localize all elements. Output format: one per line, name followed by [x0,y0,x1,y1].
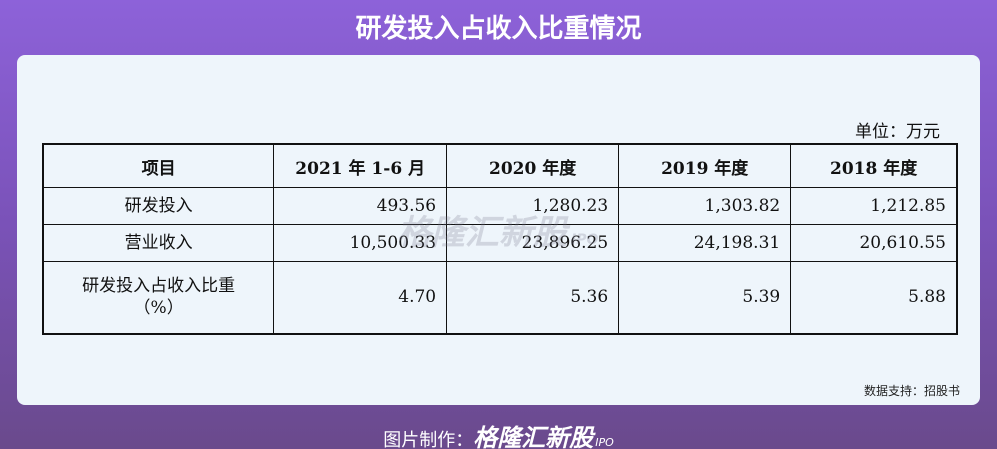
cell: 23,896.25 [446,223,620,262]
footer-tag: IPO [595,436,614,449]
card: 单位：万元 项目 2021 年 1-6 月 2020 年度 2019 年度 2018 年… [17,55,980,405]
watermark-brand: 格隆汇新股 [397,213,567,253]
cell: 5.39 [618,260,792,335]
source: 数据支持：招股书 [863,384,960,398]
watermark-tag: IPO [571,232,599,248]
column-header: 2019 年度 [618,143,792,188]
table-row: 营业收入 10,500.33 23,896.25 24,198.31 20,610.55 [42,223,958,262]
column-header: 2021 年 1-6 月 [273,143,448,188]
title: 研发投入占收入比重情况 [355,14,642,44]
cell: 20,610.55 [790,223,958,262]
table-row: 研发投入占收入比重 （%） 4.70 5.36 5.39 5.88 [42,260,958,335]
cell: 4.70 [273,260,448,335]
cell: 1,212.85 [790,187,958,225]
footer-label: 图片制作： [383,430,474,449]
watermark: 格隆汇新股 IPO [397,205,598,254]
row-label-line: （%） [133,298,184,319]
unit: 单位：万元 [855,122,940,142]
row-label-line: 营业收入 [124,232,193,253]
footer: 图片制作：格隆汇新股 IPO [0,418,997,449]
row-label: 研发投入 [42,187,275,225]
cell: 5.88 [790,260,958,335]
cell: 1,280.23 [446,187,620,225]
column-header: 2020 年度 [446,143,620,188]
cell: 1,303.82 [618,187,792,225]
row-label-line: 研发投入占收入比重 [82,276,236,297]
header-row: 项目 2021 年 1-6 月 2020 年度 2019 年度 2018 年度 [42,143,958,188]
table: 项目 2021 年 1-6 月 2020 年度 2019 年度 2018 年度 研发投入 4… [42,143,958,335]
column-header: 项目 [42,143,275,188]
row-label: 研发投入占收入比重 （%） [42,260,275,335]
footer-brand: 格隆汇新股 [473,424,594,449]
table-row: 研发投入 493.56 1,280.23 1,303.82 1,212.85 [42,187,958,225]
row-label-line: 研发投入 [124,195,193,216]
column-header: 2018 年度 [790,143,958,188]
cell: 24,198.31 [618,223,792,262]
row-label: 营业收入 [42,223,275,262]
cell: 5.36 [446,260,620,335]
